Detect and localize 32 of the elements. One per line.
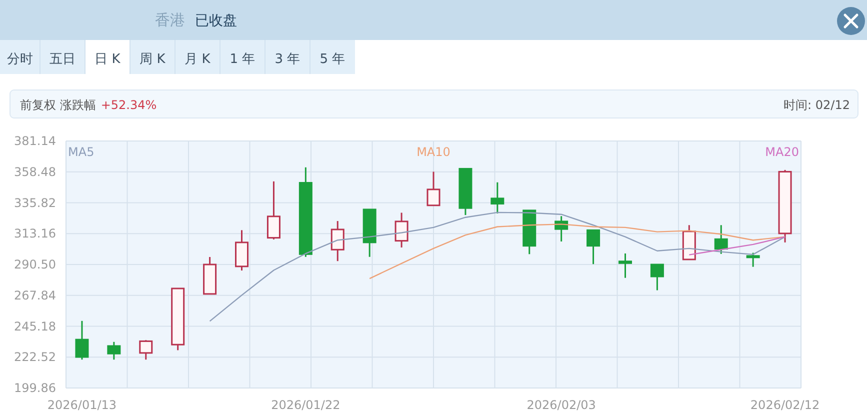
text: 香港: [155, 11, 185, 29]
text: 前复权 涨跌幅: [20, 98, 96, 112]
y-tick-label: 222.52: [14, 350, 56, 364]
y-tick-label: 245.18: [14, 319, 56, 334]
y-tick-label: 267.84: [14, 288, 56, 302]
text: 3 年: [274, 52, 300, 67]
text: 1 年: [230, 52, 256, 67]
text: 5 年: [320, 52, 346, 67]
y-tick-label: 313.16: [14, 226, 56, 241]
y-tick-label: 199.86: [14, 381, 56, 395]
candlestick: [490, 182, 504, 214]
y-tick-label: 381.14: [14, 134, 56, 148]
y-tick-label: 290.50: [14, 258, 56, 272]
text: 分时: [7, 52, 33, 67]
y-tick-label: 335.82: [14, 196, 56, 210]
x-tick-label: 2026/02/12: [750, 398, 820, 412]
text: 日 K: [94, 52, 121, 67]
text: MA20: [765, 145, 799, 159]
y-tick-label: 358.48: [14, 164, 56, 179]
x-tick-label: 2026/02/03: [526, 398, 596, 412]
x-tick-label: 2026/01/22: [271, 398, 340, 412]
text: 周 K: [140, 52, 166, 67]
text: MA5: [68, 145, 94, 159]
text: 月 K: [184, 52, 211, 67]
text: MA10: [416, 145, 450, 159]
candlestick: [394, 212, 408, 248]
text: 五日: [50, 52, 76, 67]
x-tick-label: 2026/01/13: [47, 398, 117, 412]
text: +52.34%: [100, 98, 157, 112]
line-series: [209, 212, 786, 322]
text: 已收盘: [195, 13, 237, 29]
text: 时间: 02/12: [784, 98, 850, 112]
